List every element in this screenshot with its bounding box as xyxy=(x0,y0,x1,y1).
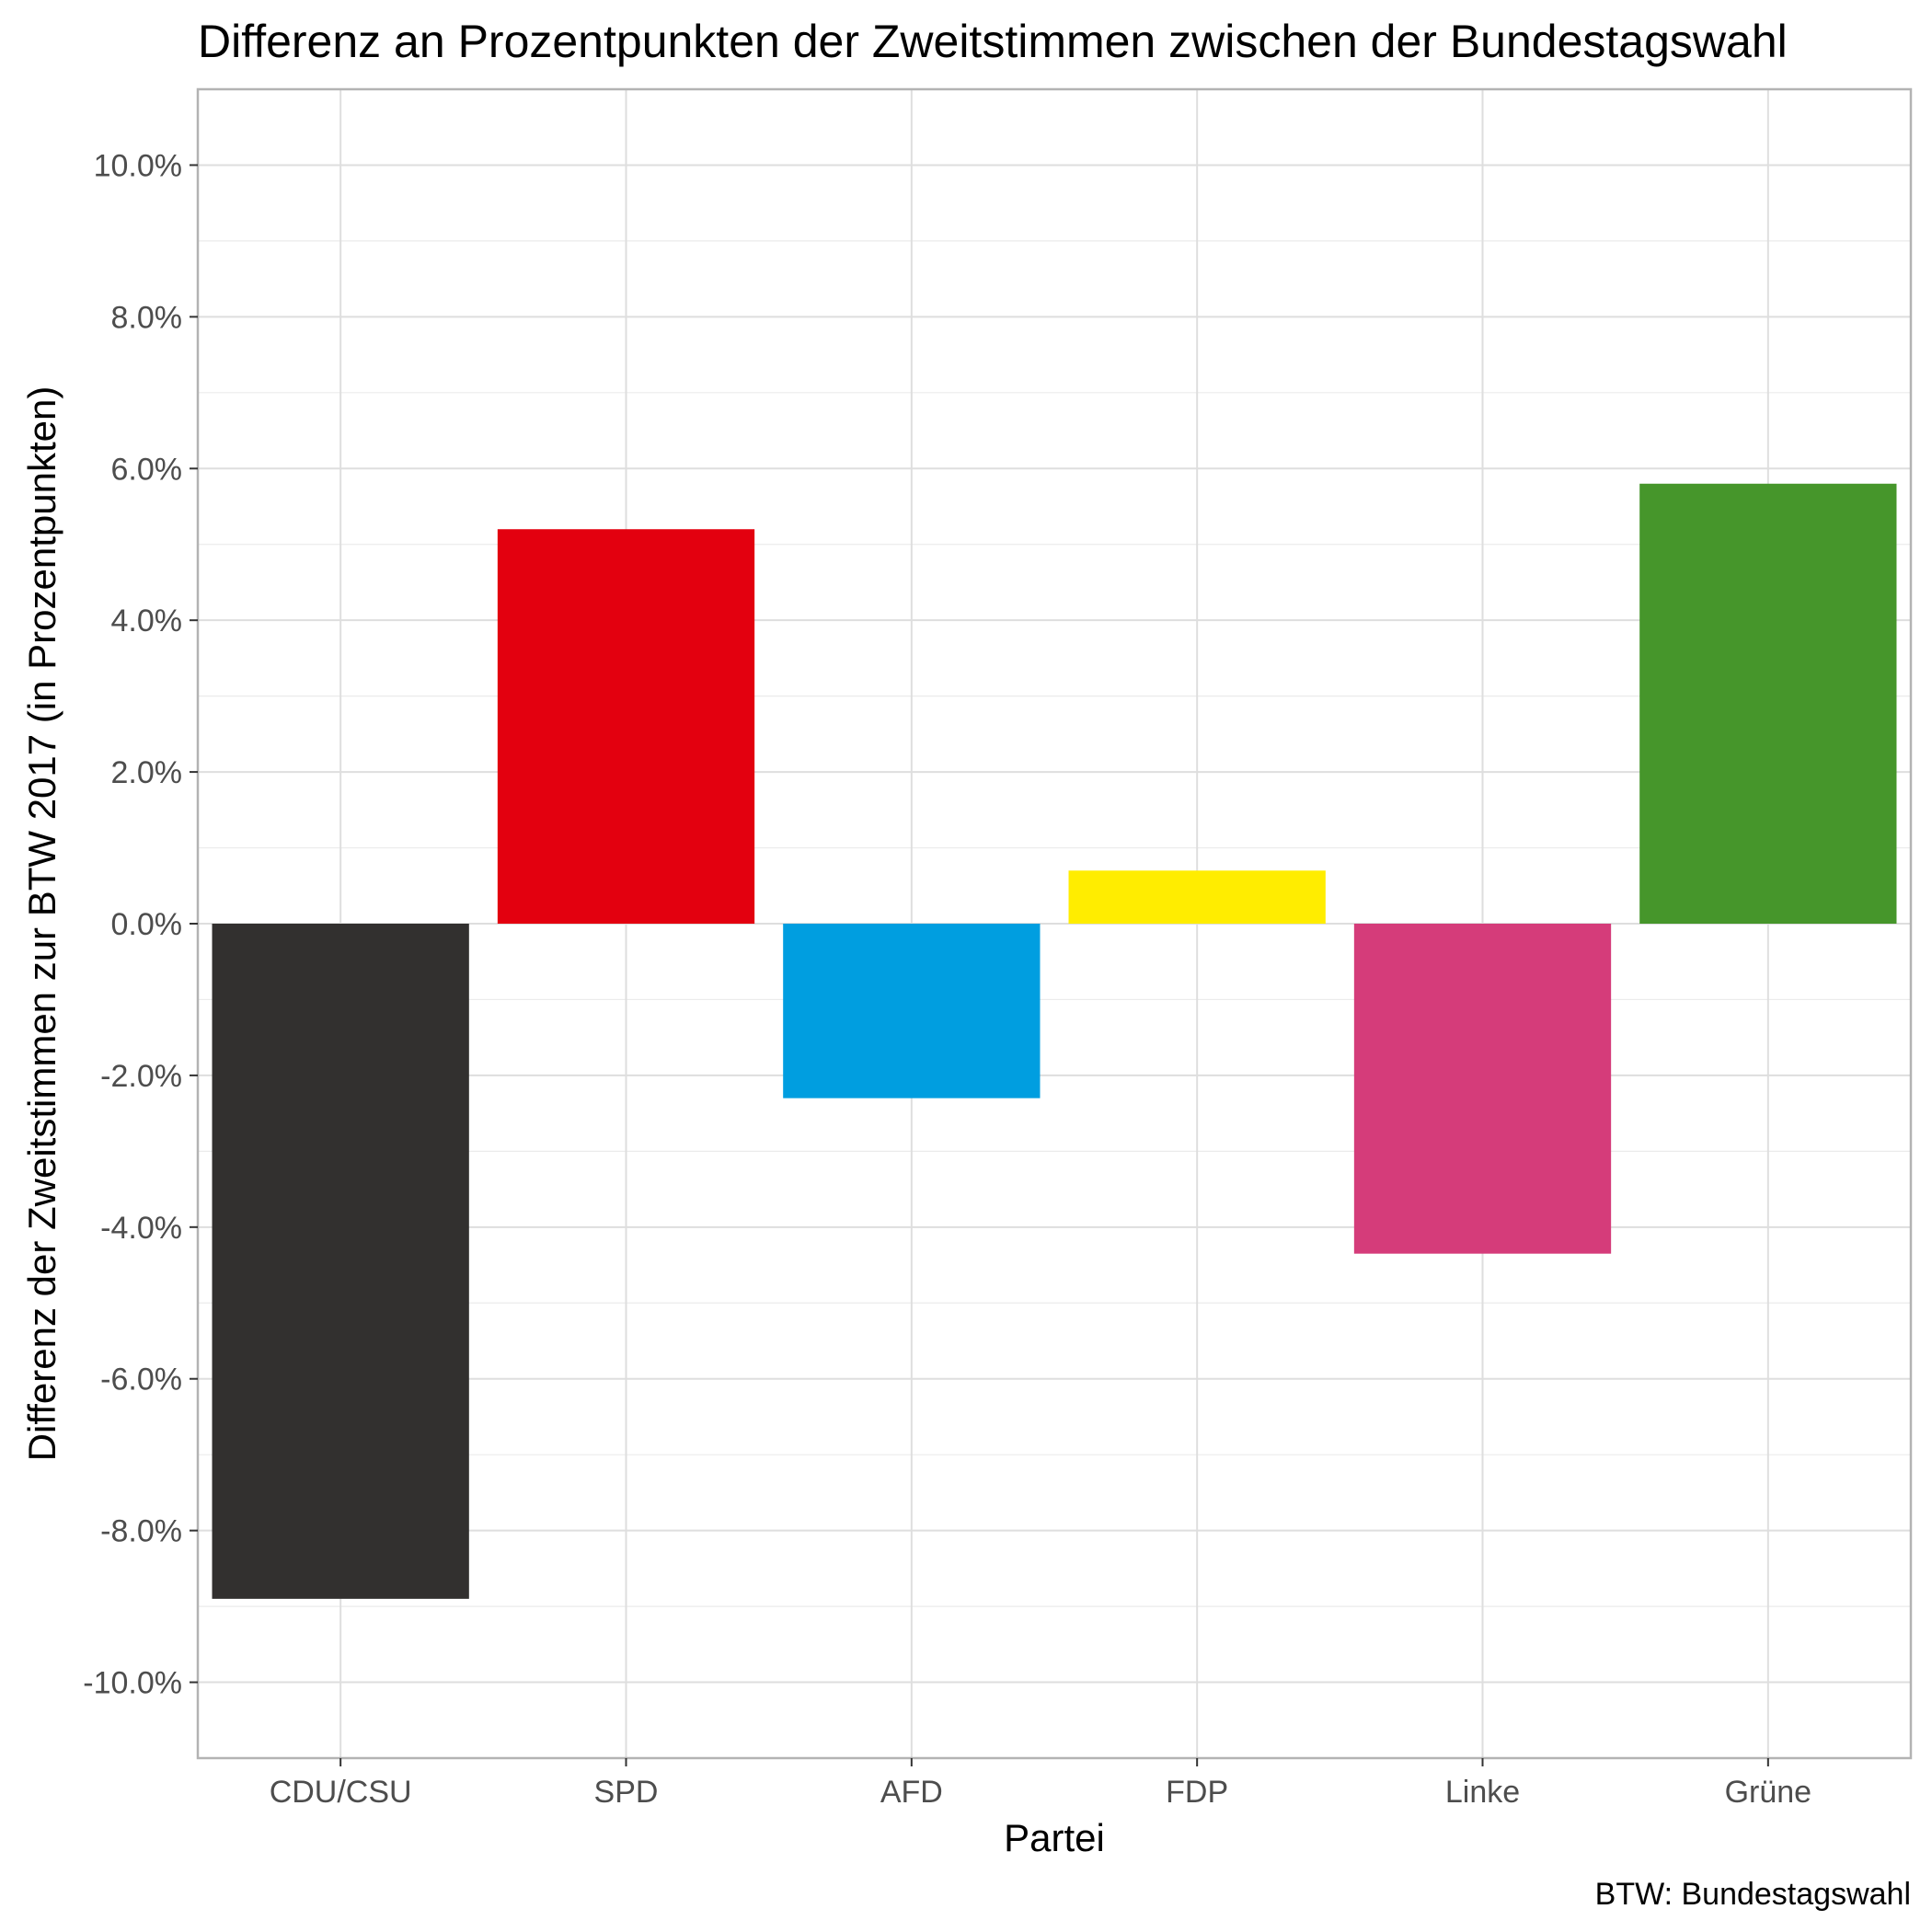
x-axis-ticks: CDU/CSU SPD AFD FDP Linke Grüne xyxy=(270,1758,1811,1810)
chart-title: Differenz an Prozentpunkten der Zweitsti… xyxy=(198,16,1788,67)
bar-spd xyxy=(497,529,755,924)
bar-afd xyxy=(783,924,1041,1098)
y-tick-label: 4.0% xyxy=(111,604,183,638)
bar-fdp xyxy=(1068,870,1326,924)
y-tick-label: 2.0% xyxy=(111,755,183,790)
y-tick-label: 6.0% xyxy=(111,452,183,487)
x-axis-title: Partei xyxy=(1004,1816,1105,1859)
y-tick-label: 10.0% xyxy=(94,148,182,183)
y-axis-ticks: -10.0% -8.0% -6.0% -4.0% -2.0% 0.0% 2.0% 4.0% 6.… xyxy=(83,148,198,1701)
bar-gr-ne xyxy=(1639,483,1897,924)
x-tick-label: Grüne xyxy=(1725,1775,1812,1810)
y-tick-label: -2.0% xyxy=(100,1059,182,1094)
x-tick-label: Linke xyxy=(1445,1775,1520,1810)
chart-caption: BTW: Bundestagswahl xyxy=(1595,1877,1911,1912)
y-tick-label: -6.0% xyxy=(100,1363,182,1397)
bars xyxy=(212,483,1897,1599)
y-axis-title: Differenz der Zweitstimmen zur BTW 2017 … xyxy=(20,386,63,1462)
y-tick-label: -8.0% xyxy=(100,1514,182,1549)
x-tick-label: CDU/CSU xyxy=(270,1775,412,1810)
x-tick-label: SPD xyxy=(594,1775,659,1810)
y-tick-label: -4.0% xyxy=(100,1211,182,1246)
bar-linke xyxy=(1353,924,1612,1254)
x-tick-label: AFD xyxy=(880,1775,943,1810)
bar-cdu-csu xyxy=(212,924,469,1599)
y-tick-label: 0.0% xyxy=(111,907,183,942)
y-tick-label: -10.0% xyxy=(83,1666,182,1701)
y-tick-label: 8.0% xyxy=(111,300,183,335)
x-tick-label: FDP xyxy=(1166,1775,1228,1810)
